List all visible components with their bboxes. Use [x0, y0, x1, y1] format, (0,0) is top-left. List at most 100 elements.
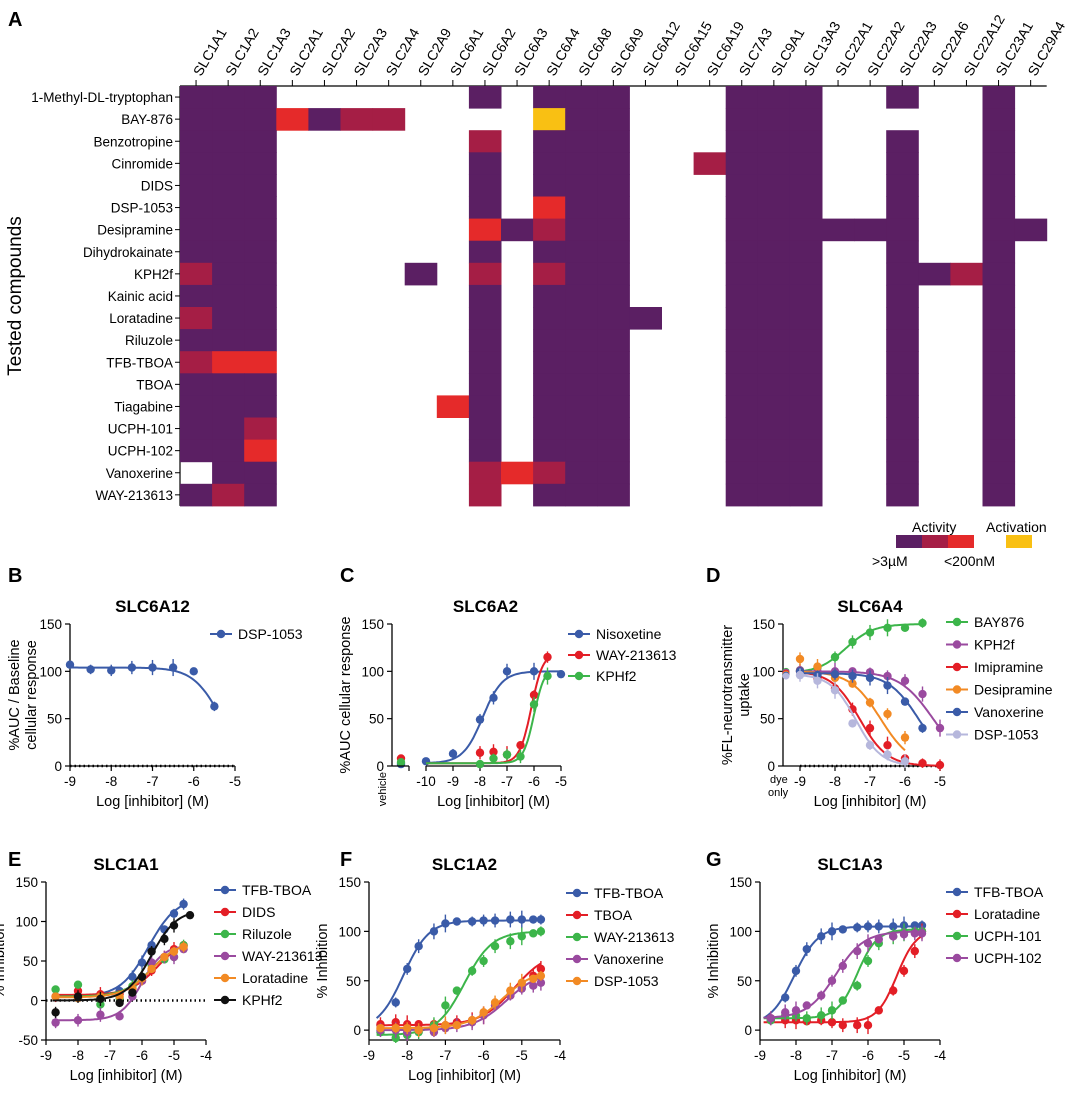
data-point	[536, 927, 546, 936]
data-point	[865, 698, 875, 707]
heatmap-row-label: Desipramine	[97, 223, 173, 238]
heatmap-cell	[597, 351, 630, 374]
x-axis-label: Log [inhibitor] (M)	[408, 1068, 521, 1084]
heatmap-cell	[180, 417, 213, 441]
legend-marker	[574, 671, 584, 681]
heatmap-cell	[533, 395, 566, 418]
heatmap-cell	[501, 218, 534, 242]
data-point	[874, 935, 883, 944]
data-point	[883, 709, 892, 719]
heatmap-cell	[212, 86, 245, 109]
heatmap-cell	[212, 284, 245, 308]
heatmap-cell	[757, 329, 791, 352]
data-point	[889, 932, 898, 941]
heatmap-cell	[468, 218, 502, 242]
data-point	[848, 637, 857, 647]
heatmap-cell	[565, 86, 598, 109]
data-point	[827, 976, 837, 985]
x-tick-label: -9	[447, 774, 459, 789]
data-point	[210, 702, 219, 711]
heatmap-cell	[789, 262, 823, 286]
heatmap-cell	[982, 307, 1016, 330]
heatmap-cell	[757, 461, 791, 485]
data-point	[179, 899, 188, 909]
heatmap-cell	[212, 218, 245, 242]
y-tick-label: 50	[23, 954, 38, 969]
heatmap-cell	[244, 329, 277, 352]
data-point	[189, 667, 198, 676]
heatmap-row-label: UCPH-101	[108, 422, 173, 437]
data-point	[830, 652, 840, 662]
data-point	[391, 998, 400, 1007]
heatmap-cell	[982, 130, 1016, 153]
heatmap-panel-a: SLC1A1SLC1A2SLC1A3SLC2A1SLC2A2SLC2A3SLC2…	[5, 12, 1065, 569]
data-point	[414, 941, 423, 951]
y-tick-label: 0	[767, 759, 775, 774]
heatmap-cell	[597, 329, 630, 352]
heatmap-cell	[212, 417, 245, 441]
heatmap-cell	[533, 461, 566, 485]
heatmap-cell	[886, 439, 919, 463]
data-point	[467, 1016, 477, 1025]
x-tick-label: -4	[200, 1048, 212, 1063]
heatmap-cell	[757, 439, 791, 463]
y-tick-label: 0	[376, 759, 384, 774]
heatmap-cell	[886, 152, 919, 175]
data-point	[900, 733, 910, 742]
legend-marker	[952, 662, 962, 672]
legend-marker	[952, 707, 962, 717]
data-point	[51, 1018, 60, 1027]
heatmap-cell	[212, 108, 245, 131]
legend-marker	[220, 995, 230, 1005]
heatmap-cell	[725, 86, 759, 109]
legend-marker	[220, 951, 230, 961]
heatmap-cell	[244, 351, 277, 374]
heatmap-cell	[789, 174, 823, 197]
legend-low-label: >3µM	[872, 553, 908, 569]
heatmap-cell	[468, 262, 502, 286]
heatmap-cell	[308, 108, 341, 131]
legend-label: Desipramine	[974, 682, 1053, 698]
legend-label: KPHf2	[596, 668, 637, 684]
heatmap-cell	[789, 307, 823, 330]
y-tick-label: 150	[361, 617, 384, 632]
data-point	[883, 681, 892, 690]
heatmap-cell	[565, 218, 598, 242]
heatmap-cell	[597, 174, 630, 197]
data-point	[830, 669, 840, 679]
heatmap-cell	[982, 439, 1016, 463]
heatmap-cell	[533, 218, 566, 242]
y-axis-label: % Inhibition	[0, 924, 8, 999]
data-point	[853, 1020, 862, 1030]
x-tick-label: -9	[363, 1048, 375, 1063]
x-tick-label: -6	[862, 1048, 874, 1063]
heatmap-cell	[372, 108, 406, 131]
heatmap-cell	[757, 262, 791, 286]
heatmap-cell	[533, 373, 566, 396]
x-axis-label: Log [inhibitor] (M)	[96, 794, 209, 810]
x-tick-label: -8	[474, 774, 486, 789]
heatmap-row-label: Benzotropine	[93, 134, 173, 149]
data-point	[429, 1023, 439, 1033]
heatmap-cell	[982, 329, 1016, 352]
heatmap-cell	[982, 373, 1016, 396]
data-point	[169, 909, 179, 918]
data-point	[795, 670, 805, 680]
data-point	[791, 966, 801, 976]
heatmap-cell	[565, 130, 598, 153]
x-tick-label: -9	[794, 774, 806, 789]
heatmap-cell	[597, 108, 630, 131]
heatmap-cell	[725, 218, 759, 242]
x-tick-label: -8	[829, 774, 841, 789]
data-point	[917, 929, 927, 938]
data-point	[391, 1033, 400, 1043]
data-point	[168, 663, 178, 672]
x-tick-label: -7	[864, 774, 876, 789]
x-tick-label: -6	[899, 774, 911, 789]
y-tick-label: 150	[39, 617, 62, 632]
heatmap-cell	[725, 395, 759, 418]
y-axis-label: cellular response	[24, 640, 40, 750]
heatmap-cell	[565, 329, 598, 352]
heatmap-cell	[725, 439, 759, 463]
legend-marker	[572, 954, 582, 964]
